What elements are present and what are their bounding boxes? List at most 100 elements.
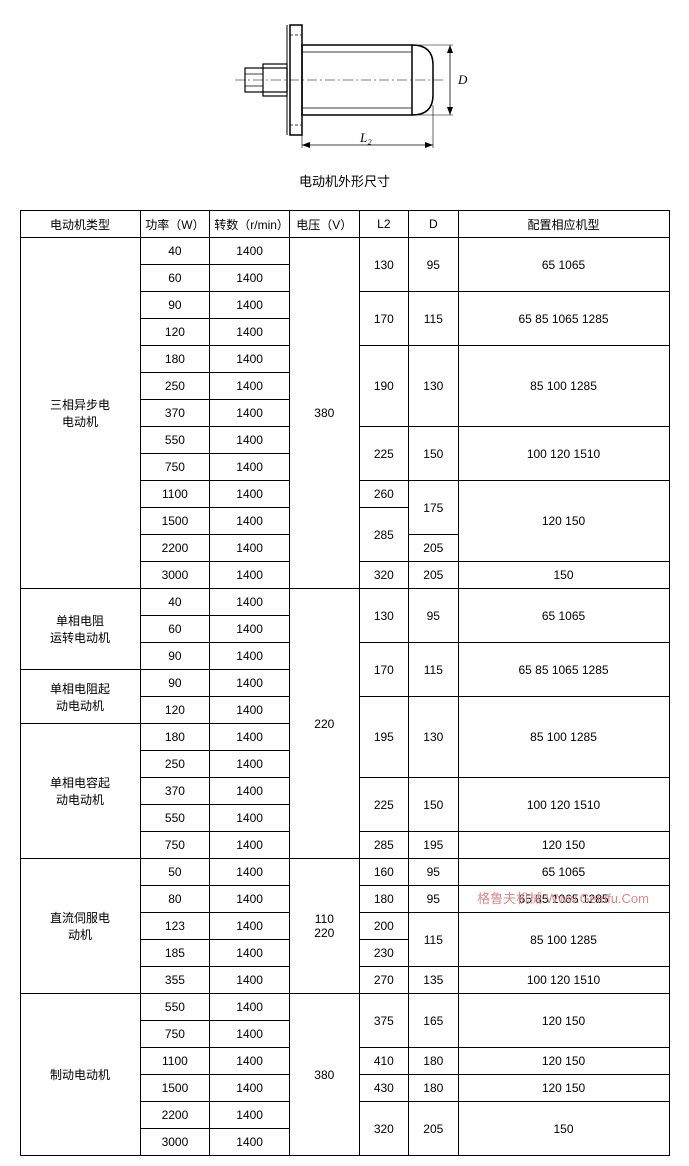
cell-d: 175 — [409, 481, 458, 535]
cell-voltage: 110 220 — [289, 859, 359, 994]
cell-voltage: 220 — [289, 589, 359, 859]
cell-power: 1100 — [140, 1048, 210, 1075]
cell-rpm: 1400 — [210, 400, 290, 427]
cell-rpm: 1400 — [210, 805, 290, 832]
cell-rpm: 1400 — [210, 616, 290, 643]
cell-d: 205 — [409, 1102, 458, 1156]
cell-rpm: 1400 — [210, 454, 290, 481]
cell-model: 120 150 — [458, 1075, 669, 1102]
cell-power: 250 — [140, 751, 210, 778]
cell-l2: 225 — [359, 778, 408, 832]
cell-power: 50 — [140, 859, 210, 886]
cell-l2: 270 — [359, 967, 408, 994]
cell-power: 60 — [140, 616, 210, 643]
cell-d: 95 — [409, 859, 458, 886]
cell-model: 100 120 1510 — [458, 778, 669, 832]
cell-rpm: 1400 — [210, 1075, 290, 1102]
cell-model: 100 120 1510 — [458, 967, 669, 994]
cell-power: 2200 — [140, 1102, 210, 1129]
cell-power: 180 — [140, 724, 210, 751]
cell-rpm: 1400 — [210, 589, 290, 616]
cell-rpm: 1400 — [210, 535, 290, 562]
cell-rpm: 1400 — [210, 859, 290, 886]
cell-rpm: 1400 — [210, 1129, 290, 1156]
cell-type: 单相电阻起 动电动机 — [20, 670, 140, 724]
cell-model: 65 1065 — [458, 859, 669, 886]
cell-rpm: 1400 — [210, 562, 290, 589]
cell-rpm: 1400 — [210, 778, 290, 805]
cell-d: 135 — [409, 967, 458, 994]
cell-power: 40 — [140, 589, 210, 616]
cell-power: 1500 — [140, 1075, 210, 1102]
cell-model: 85 100 1285 — [458, 697, 669, 778]
cell-type: 三相异步电 电动机 — [20, 238, 140, 589]
cell-power: 370 — [140, 400, 210, 427]
motor-diagram: L₂ D 电动机外形尺寸 — [10, 10, 679, 190]
cell-rpm: 1400 — [210, 238, 290, 265]
cell-d: 150 — [409, 427, 458, 481]
cell-power: 750 — [140, 832, 210, 859]
cell-voltage: 380 — [289, 238, 359, 589]
cell-l2: 320 — [359, 562, 408, 589]
cell-model: 65 85 1065 1285 — [458, 292, 669, 346]
cell-d: 115 — [409, 643, 458, 697]
cell-d: 95 — [409, 589, 458, 643]
cell-power: 3000 — [140, 562, 210, 589]
cell-power: 120 — [140, 697, 210, 724]
cell-power: 550 — [140, 427, 210, 454]
cell-d: 115 — [409, 292, 458, 346]
cell-l2: 170 — [359, 643, 408, 697]
cell-power: 90 — [140, 292, 210, 319]
cell-l2: 285 — [359, 832, 408, 859]
cell-d: 180 — [409, 1048, 458, 1075]
table-header-row: 电动机类型 功率（W） 转数（r/min） 电压（V） L2 D 配置相应机型 — [20, 211, 669, 238]
cell-d: 95 — [409, 886, 458, 913]
motor-spec-table: 电动机类型 功率（W） 转数（r/min） 电压（V） L2 D 配置相应机型 … — [20, 210, 670, 1156]
cell-l2: 170 — [359, 292, 408, 346]
cell-model: 65 1065 — [458, 238, 669, 292]
cell-d: 130 — [409, 346, 458, 427]
cell-rpm: 1400 — [210, 940, 290, 967]
cell-power: 750 — [140, 1021, 210, 1048]
cell-l2: 200 — [359, 913, 408, 940]
cell-rpm: 1400 — [210, 913, 290, 940]
col-header-type: 电动机类型 — [20, 211, 140, 238]
cell-power: 120 — [140, 319, 210, 346]
cell-power: 60 — [140, 265, 210, 292]
cell-l2: 410 — [359, 1048, 408, 1075]
cell-rpm: 1400 — [210, 670, 290, 697]
cell-type: 直流伺服电 动机 — [20, 859, 140, 994]
cell-power: 550 — [140, 994, 210, 1021]
col-header-rpm: 转数（r/min） — [210, 211, 290, 238]
cell-rpm: 1400 — [210, 967, 290, 994]
cell-type: 制动电动机 — [20, 994, 140, 1156]
cell-rpm: 1400 — [210, 373, 290, 400]
cell-power: 90 — [140, 670, 210, 697]
cell-l2: 225 — [359, 427, 408, 481]
cell-rpm: 1400 — [210, 832, 290, 859]
table-row: 制动电动机5501400380375165120 150 — [20, 994, 669, 1021]
table-row: 三相异步电 电动机4014003801309565 1065 — [20, 238, 669, 265]
cell-model: 65 85 1065 1285 — [458, 643, 669, 697]
cell-power: 123 — [140, 913, 210, 940]
cell-model: 85 100 1285 — [458, 913, 669, 967]
cell-voltage: 380 — [289, 994, 359, 1156]
col-header-model: 配置相应机型 — [458, 211, 669, 238]
cell-model: 150 — [458, 1102, 669, 1156]
cell-l2: 160 — [359, 859, 408, 886]
cell-rpm: 1400 — [210, 346, 290, 373]
cell-rpm: 1400 — [210, 643, 290, 670]
cell-l2: 430 — [359, 1075, 408, 1102]
cell-l2: 375 — [359, 994, 408, 1048]
cell-l2: 130 — [359, 238, 408, 292]
cell-power: 250 — [140, 373, 210, 400]
cell-model: 65 85 1065 1285 — [458, 886, 669, 913]
cell-l2: 190 — [359, 346, 408, 427]
cell-power: 2200 — [140, 535, 210, 562]
cell-rpm: 1400 — [210, 292, 290, 319]
cell-rpm: 1400 — [210, 724, 290, 751]
cell-rpm: 1400 — [210, 1048, 290, 1075]
cell-power: 80 — [140, 886, 210, 913]
cell-power: 1100 — [140, 481, 210, 508]
cell-model: 100 120 1510 — [458, 427, 669, 481]
